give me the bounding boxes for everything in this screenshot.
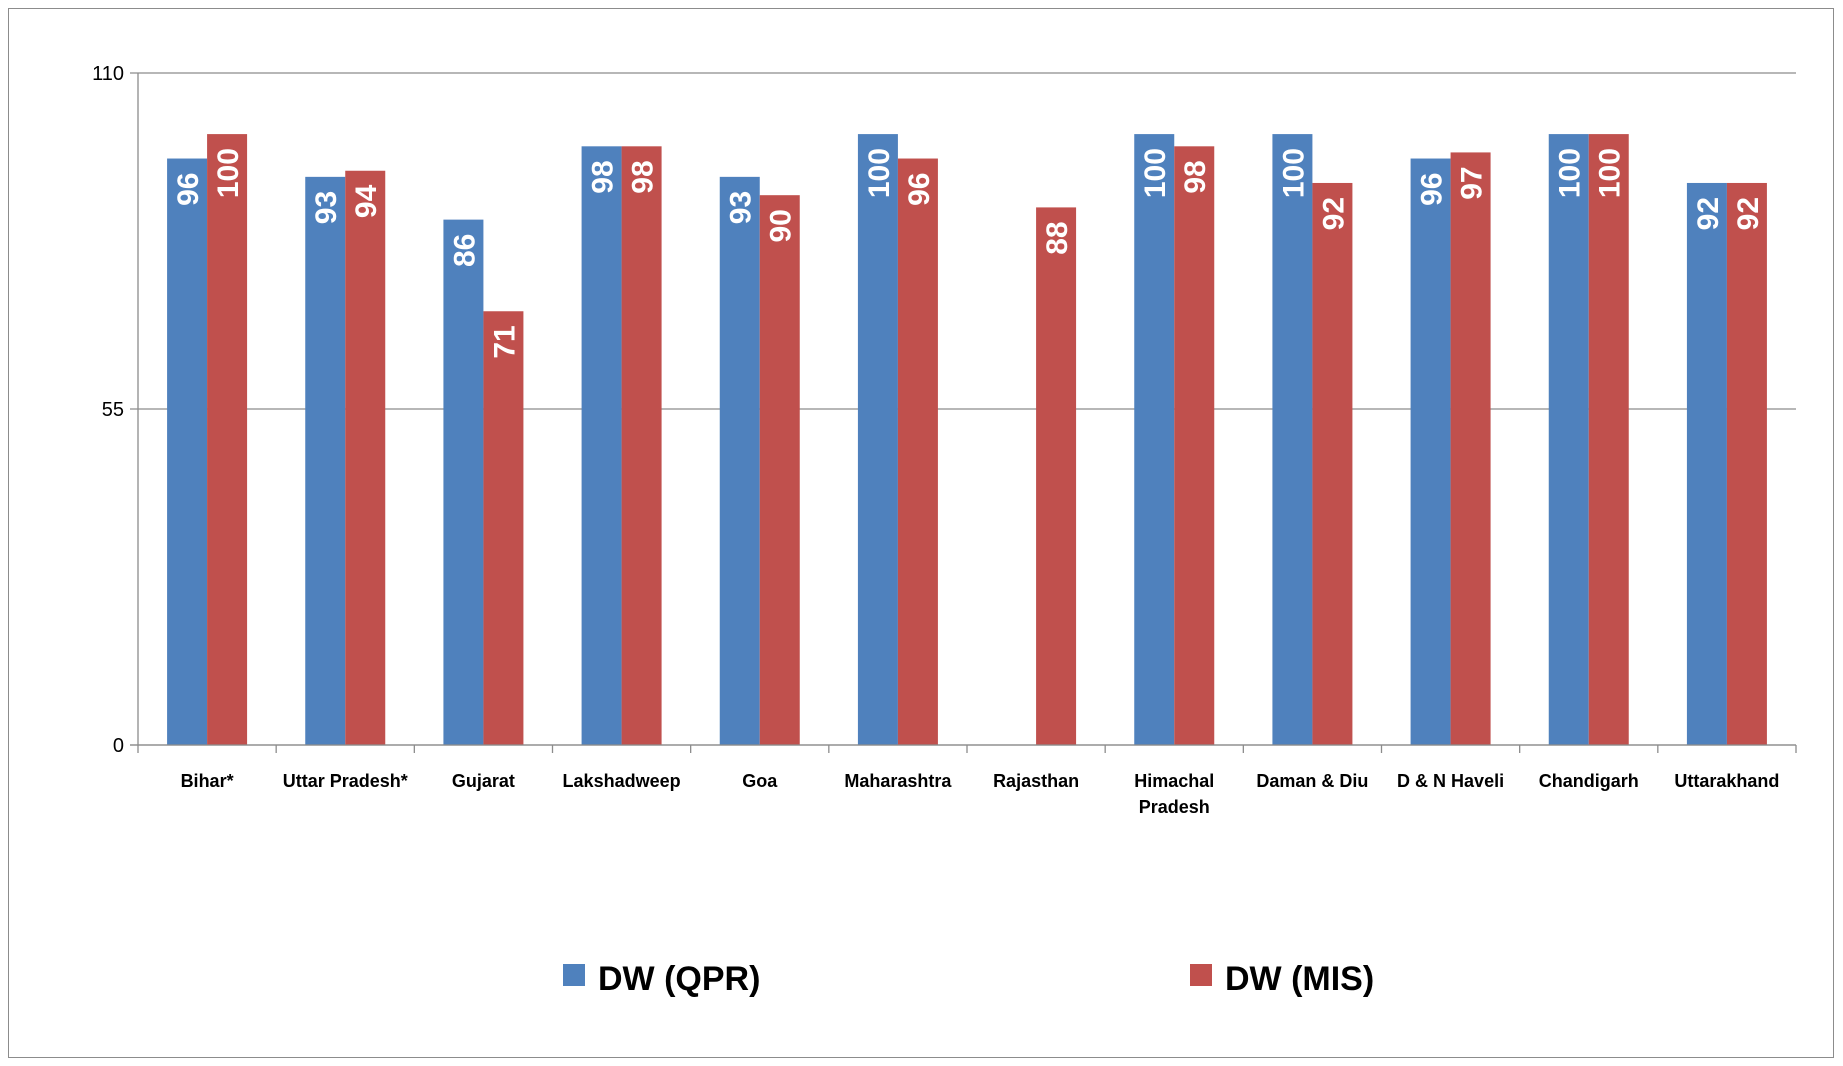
legend-label: DW (QPR) [598, 960, 760, 998]
bar-mis [759, 195, 800, 745]
bar-qpr [1686, 182, 1727, 746]
x-tick-label: Daman & Diu [1256, 771, 1368, 791]
bar-qpr [1548, 134, 1589, 745]
y-tick-label: 55 [102, 399, 124, 421]
bar-mis [1450, 152, 1491, 745]
bar-qpr [857, 134, 898, 745]
bar-qpr [443, 219, 484, 746]
data-label: 100 [1554, 148, 1587, 198]
bar-mis [621, 146, 662, 746]
data-label: 98 [587, 160, 620, 193]
data-label: 100 [212, 148, 245, 198]
x-tick-label: D & N Haveli [1397, 771, 1504, 791]
x-tick-label: Uttarakhand [1674, 771, 1779, 791]
data-label: 96 [1416, 173, 1449, 206]
data-label: 93 [725, 191, 758, 224]
x-tick-label: Gujarat [452, 771, 515, 791]
x-tick-label: Lakshadweep [563, 771, 681, 791]
bar-qpr [581, 146, 622, 746]
x-tick-label: Himachal Pradesh [1134, 771, 1214, 817]
bar-mis [897, 158, 938, 745]
x-tick-label: Rajasthan [993, 771, 1079, 791]
data-label: 93 [310, 191, 343, 224]
data-label: 100 [863, 148, 896, 198]
legend-item: DW (QPR) [563, 960, 760, 998]
data-label: 71 [488, 325, 521, 358]
data-label: 96 [172, 173, 205, 206]
x-tick-label: Maharashtra [844, 771, 952, 791]
bar-mis [1174, 146, 1215, 746]
x-tick-label: Chandigarh [1539, 771, 1639, 791]
bar-qpr [167, 158, 208, 745]
x-tick-label: Uttar Pradesh* [283, 771, 408, 791]
legend-item: DW (MIS) [1190, 960, 1374, 998]
bar-qpr [719, 176, 760, 745]
x-tick-label: Goa [742, 771, 778, 791]
bar-qpr [305, 176, 346, 745]
data-label: 98 [627, 160, 660, 193]
data-label: 90 [765, 209, 798, 242]
data-label: 88 [1041, 221, 1074, 254]
legend-swatch [563, 964, 585, 986]
data-label: 100 [1594, 148, 1627, 198]
bar-mis [1312, 182, 1353, 746]
bar-mis [1588, 134, 1629, 745]
bar-mis [483, 311, 524, 745]
data-label: 97 [1456, 166, 1489, 199]
data-label: 98 [1179, 160, 1212, 193]
legend-label: DW (MIS) [1225, 960, 1374, 998]
data-label: 100 [1277, 148, 1310, 198]
bar-mis [207, 134, 248, 745]
data-label: 96 [903, 173, 936, 206]
bar-qpr [1134, 134, 1175, 745]
bar-mis [345, 170, 386, 745]
data-label: 92 [1692, 197, 1725, 230]
data-label: 92 [1317, 197, 1350, 230]
data-label: 86 [448, 234, 481, 267]
y-tick-label: 110 [92, 63, 124, 85]
bar-mis [1726, 182, 1767, 746]
data-label: 92 [1732, 197, 1765, 230]
bar-qpr [1272, 134, 1313, 745]
x-tick-label: Bihar* [181, 771, 234, 791]
bar-qpr [1410, 158, 1451, 745]
data-label: 94 [350, 184, 383, 218]
y-tick-label: 0 [113, 735, 124, 757]
bar-mis [1036, 207, 1077, 745]
data-label: 100 [1139, 148, 1172, 198]
legend-swatch [1190, 964, 1212, 986]
